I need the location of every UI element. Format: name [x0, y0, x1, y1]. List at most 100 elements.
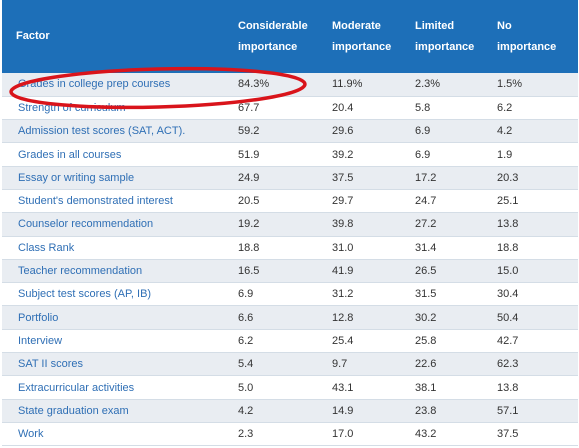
factor-cell: State graduation exam	[2, 399, 228, 423]
value-cell-moderate: 14.9	[322, 399, 405, 423]
table-row: Subject test scores (AP, IB) 6.9 31.2 31.5 3…	[2, 282, 578, 307]
value-cell-none: 30.4	[487, 282, 578, 307]
value-cell-considerable: 18.8	[228, 236, 322, 260]
table-row: Work 2.3 17.0 43.2 37.5	[2, 422, 578, 447]
table-row: Interview 6.2 25.4 25.8 42.7	[2, 329, 578, 354]
value-cell-limited: 17.2	[405, 166, 487, 190]
factor-cell: Essay or writing sample	[2, 166, 228, 190]
value-cell-limited: 22.6	[405, 352, 487, 377]
value-cell-considerable: 6.2	[228, 329, 322, 354]
table-row: Grades in all courses 51.9 39.2 6.9 1.9	[2, 142, 578, 167]
value-cell-none: 13.8	[487, 212, 578, 237]
value-cell-considerable: 5.0	[228, 375, 322, 400]
value-cell-moderate: 12.8	[322, 305, 405, 330]
factor-cell: Teacher recommendation	[2, 259, 228, 284]
value-cell-moderate: 31.0	[322, 236, 405, 260]
table-row: Class Rank 18.8 31.0 31.4 18.8	[2, 236, 578, 260]
table-row: Grades in college prep courses 84.3% 11.9%…	[2, 73, 578, 97]
factor-cell: Student's demonstrated interest	[2, 189, 228, 214]
table-body: Grades in college prep courses 84.3% 11.9%…	[2, 73, 578, 447]
value-cell-moderate: 39.2	[322, 142, 405, 167]
value-cell-none: 4.2	[487, 119, 578, 144]
value-cell-moderate: 17.0	[322, 422, 405, 447]
value-cell-none: 18.8	[487, 236, 578, 260]
table-row: SAT II scores 5.4 9.7 22.6 62.3	[2, 352, 578, 377]
factor-cell: Grades in all courses	[2, 142, 228, 167]
value-cell-considerable: 19.2	[228, 212, 322, 237]
value-cell-limited: 25.8	[405, 329, 487, 354]
value-cell-moderate: 25.4	[322, 329, 405, 354]
value-cell-moderate: 41.9	[322, 259, 405, 284]
factor-cell: Portfolio	[2, 305, 228, 330]
value-cell-moderate: 29.6	[322, 119, 405, 144]
value-cell-none: 15.0	[487, 259, 578, 284]
value-cell-considerable: 16.5	[228, 259, 322, 284]
value-cell-considerable: 84.3%	[228, 73, 322, 97]
factor-cell: Subject test scores (AP, IB)	[2, 282, 228, 307]
factor-cell: Extracurricular activities	[2, 375, 228, 400]
value-cell-limited: 5.8	[405, 96, 487, 121]
value-cell-limited: 6.9	[405, 142, 487, 167]
table-row: Student's demonstrated interest 20.5 29.7 2…	[2, 189, 578, 214]
value-cell-considerable: 4.2	[228, 399, 322, 423]
value-cell-moderate: 39.8	[322, 212, 405, 237]
column-header-considerable: Considerable importance	[228, 0, 322, 73]
table-row: Essay or writing sample 24.9 37.5 17.2 20.3	[2, 166, 578, 190]
value-cell-considerable: 2.3	[228, 422, 322, 447]
value-cell-moderate: 29.7	[322, 189, 405, 214]
factor-cell: Strength of curriculum	[2, 96, 228, 121]
value-cell-limited: 30.2	[405, 305, 487, 330]
column-header-moderate: Moderate importance	[322, 0, 405, 73]
value-cell-limited: 24.7	[405, 189, 487, 214]
value-cell-moderate: 20.4	[322, 96, 405, 121]
value-cell-limited: 43.2	[405, 422, 487, 447]
value-cell-considerable: 6.6	[228, 305, 322, 330]
value-cell-none: 62.3	[487, 352, 578, 377]
factor-cell: Counselor recommendation	[2, 212, 228, 237]
value-cell-none: 1.5%	[487, 73, 578, 97]
table-row: Strength of curriculum 67.7 20.4 5.8 6.2	[2, 96, 578, 121]
value-cell-considerable: 51.9	[228, 142, 322, 167]
value-cell-moderate: 31.2	[322, 282, 405, 307]
table-row: Admission test scores (SAT, ACT). 59.2 29.…	[2, 119, 578, 144]
value-cell-moderate: 43.1	[322, 375, 405, 400]
value-cell-none: 13.8	[487, 375, 578, 400]
table-row: State graduation exam 4.2 14.9 23.8 57.1	[2, 399, 578, 423]
value-cell-limited: 27.2	[405, 212, 487, 237]
value-cell-considerable: 59.2	[228, 119, 322, 144]
value-cell-none: 42.7	[487, 329, 578, 354]
column-header-limited: Limited importance	[405, 0, 487, 73]
value-cell-none: 20.3	[487, 166, 578, 190]
value-cell-moderate: 11.9%	[322, 73, 405, 97]
column-header-none: No importance	[487, 0, 578, 73]
value-cell-limited: 31.5	[405, 282, 487, 307]
table-header-row: Factor Considerable importance Moderate …	[2, 0, 578, 73]
table-row: Portfolio 6.6 12.8 30.2 50.4	[2, 305, 578, 330]
value-cell-limited: 23.8	[405, 399, 487, 423]
table-row: Counselor recommendation 19.2 39.8 27.2 13.8	[2, 212, 578, 237]
value-cell-moderate: 9.7	[322, 352, 405, 377]
table-row: Teacher recommendation 16.5 41.9 26.5 15.0	[2, 259, 578, 284]
value-cell-none: 6.2	[487, 96, 578, 121]
factor-cell: Admission test scores (SAT, ACT).	[2, 119, 228, 144]
value-cell-limited: 6.9	[405, 119, 487, 144]
factor-cell: Class Rank	[2, 236, 228, 260]
factor-cell: Grades in college prep courses	[2, 73, 228, 97]
value-cell-moderate: 37.5	[322, 166, 405, 190]
value-cell-none: 25.1	[487, 189, 578, 214]
table-row: Extracurricular activities 5.0 43.1 38.1 13.…	[2, 375, 578, 400]
factor-cell: Work	[2, 422, 228, 447]
value-cell-none: 57.1	[487, 399, 578, 423]
column-header-factor: Factor	[2, 0, 228, 73]
value-cell-none: 1.9	[487, 142, 578, 167]
value-cell-none: 50.4	[487, 305, 578, 330]
value-cell-considerable: 20.5	[228, 189, 322, 214]
factor-cell: SAT II scores	[2, 352, 228, 377]
value-cell-limited: 31.4	[405, 236, 487, 260]
value-cell-considerable: 24.9	[228, 166, 322, 190]
value-cell-considerable: 6.9	[228, 282, 322, 307]
value-cell-limited: 2.3%	[405, 73, 487, 97]
value-cell-limited: 26.5	[405, 259, 487, 284]
value-cell-considerable: 67.7	[228, 96, 322, 121]
